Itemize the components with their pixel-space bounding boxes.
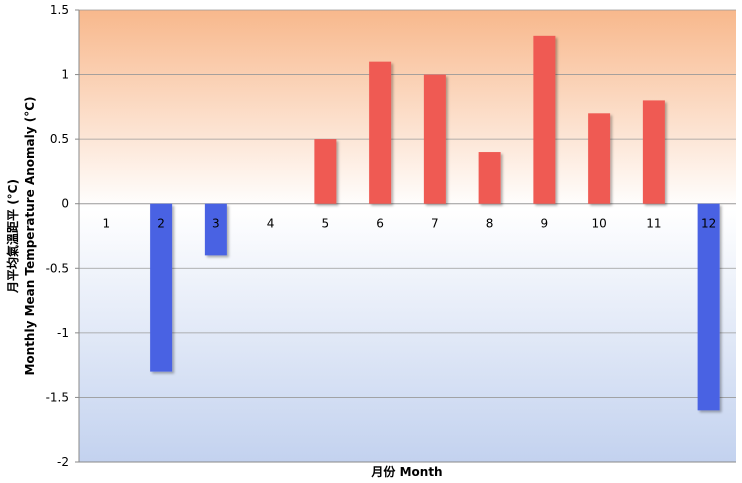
bar-month-12 <box>697 203 720 411</box>
category-labels: 1 2 3 4 5 6 7 8 9 10 11 12 <box>103 217 717 231</box>
bar-month-2 <box>150 203 173 372</box>
gridlines <box>79 9 736 398</box>
bars <box>150 35 720 411</box>
plot-background <box>79 10 736 462</box>
x-axis-title: 月份 Month <box>370 464 442 479</box>
y-axis-title-english: Monthly Mean Temperature Anomaly (°C) <box>23 96 37 375</box>
category-label-11: 11 <box>646 217 661 231</box>
y-tick-label: 0 <box>61 197 69 211</box>
category-label-6: 6 <box>376 217 384 231</box>
y-tick-label: -2 <box>57 455 69 469</box>
y-tick-label: -1 <box>57 326 69 340</box>
y-tick-label: 0.5 <box>50 132 69 146</box>
bar-month-3 <box>204 203 227 256</box>
category-label-5: 5 <box>322 217 330 231</box>
y-axis-title-chinese: 月平均氣溫距平 (°C) <box>5 179 20 294</box>
y-tick-label: 1.5 <box>50 3 69 17</box>
category-label-12: 12 <box>701 217 716 231</box>
y-tick-label: 1 <box>61 68 69 82</box>
bar-month-7 <box>423 74 446 204</box>
bar-month-9 <box>533 35 556 204</box>
category-label-3: 3 <box>212 217 220 231</box>
y-tick-label: -0.5 <box>46 261 69 275</box>
category-label-8: 8 <box>486 217 494 231</box>
bar-month-5 <box>314 139 337 204</box>
category-label-9: 9 <box>541 217 549 231</box>
category-label-2: 2 <box>157 217 165 231</box>
category-label-10: 10 <box>591 217 606 231</box>
y-axis-ticks: 1.5 1 0.5 0 -0.5 -1 -1.5 -2 <box>46 3 79 469</box>
bar-month-8 <box>478 152 501 204</box>
bar-month-10 <box>588 113 611 204</box>
category-label-1: 1 <box>103 217 111 231</box>
category-label-4: 4 <box>267 217 275 231</box>
bar-month-6 <box>369 61 392 204</box>
y-tick-label: -1.5 <box>46 390 69 404</box>
bar-month-11 <box>642 100 665 204</box>
category-label-7: 7 <box>431 217 439 231</box>
